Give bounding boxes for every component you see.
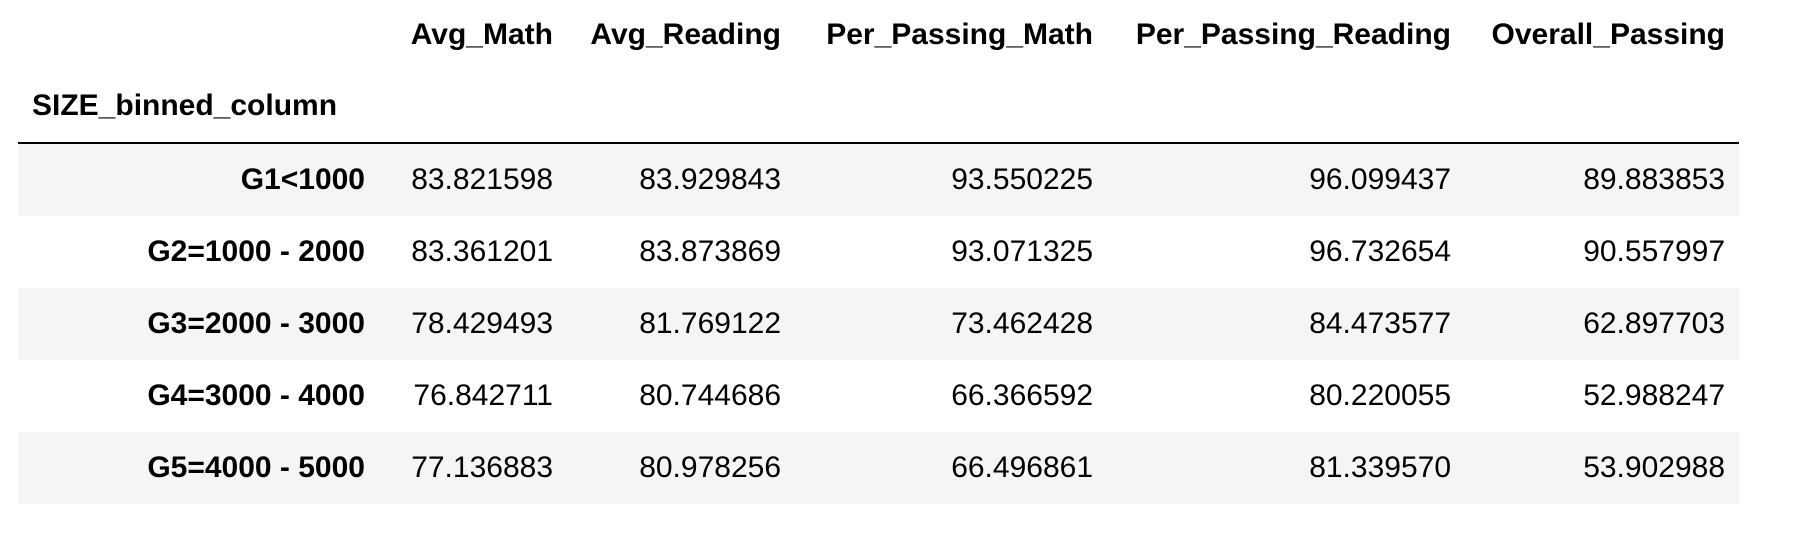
cell-overall-passing: 53.902988 [1583, 451, 1725, 484]
cell-avg-reading: 83.873869 [639, 235, 781, 268]
cell-per-passing-math: 66.496861 [951, 451, 1093, 484]
cell-avg-math: 76.842711 [413, 379, 553, 412]
cell-avg-reading: 81.769122 [639, 307, 781, 340]
cell-per-passing-reading: 96.732654 [1309, 235, 1451, 268]
cell-avg-math: 83.821598 [411, 163, 553, 196]
index-name-blank-cell [1465, 70, 1739, 143]
column-header-per-passing-math: Per_Passing_Math [826, 18, 1093, 51]
index-name-blank-cell [1107, 70, 1465, 143]
table-header: Avg_Math Avg_Reading Per_Passing_Math Pe… [18, 0, 1739, 143]
column-header-per-passing-reading: Per_Passing_Reading [1135, 18, 1451, 51]
index-name-row: SIZE_binned_column [18, 70, 1739, 143]
cell-avg-reading: 80.744686 [639, 379, 781, 412]
cell-per-passing-math: 93.550225 [951, 163, 1093, 196]
dataframe-table: Avg_Math Avg_Reading Per_Passing_Math Pe… [18, 0, 1739, 504]
column-header-overall-passing: Overall_Passing [1491, 18, 1725, 51]
header-blank-cell [18, 0, 379, 70]
row-index-label: G5=4000 - 5000 [147, 451, 365, 484]
table-row: G3=2000 - 3000 78.429493 81.769122 73.46… [18, 288, 1739, 360]
cell-overall-passing: 89.883853 [1583, 163, 1725, 196]
cell-avg-reading: 80.978256 [639, 451, 781, 484]
cell-overall-passing: 62.897703 [1583, 307, 1725, 340]
index-name-blank-cell [795, 70, 1107, 143]
cell-per-passing-math: 66.366592 [951, 379, 1093, 412]
row-index-label: G1<1000 [240, 163, 365, 196]
column-header-avg-reading: Avg_Reading [590, 18, 781, 51]
cell-avg-math: 83.361201 [411, 235, 553, 268]
cell-per-passing-math: 73.462428 [951, 307, 1093, 340]
row-index-label: G3=2000 - 3000 [147, 307, 365, 340]
index-name-blank-cell [379, 70, 567, 143]
table-row: G2=1000 - 2000 83.361201 83.873869 93.07… [18, 216, 1739, 288]
cell-per-passing-reading: 96.099437 [1309, 163, 1451, 196]
row-index-label: G4=3000 - 4000 [147, 379, 365, 412]
index-name-blank-cell [567, 70, 795, 143]
cell-overall-passing: 52.988247 [1583, 379, 1725, 412]
table-row: G4=3000 - 4000 76.842711 80.744686 66.36… [18, 360, 1739, 432]
row-index-label: G2=1000 - 2000 [147, 235, 365, 268]
cell-per-passing-math: 93.071325 [951, 235, 1093, 268]
cell-per-passing-reading: 84.473577 [1309, 307, 1451, 340]
cell-per-passing-reading: 80.220055 [1309, 379, 1451, 412]
table-row: G5=4000 - 5000 77.136883 80.978256 66.49… [18, 432, 1739, 504]
cell-avg-math: 77.136883 [411, 451, 553, 484]
table-row: G1<1000 83.821598 83.929843 93.550225 96… [18, 143, 1739, 216]
cell-overall-passing: 90.557997 [1583, 235, 1725, 268]
cell-avg-math: 78.429493 [411, 307, 553, 340]
index-name-header: SIZE_binned_column [32, 89, 338, 122]
cell-avg-reading: 83.929843 [639, 163, 781, 196]
column-header-avg-math: Avg_Math [410, 18, 553, 51]
column-header-row: Avg_Math Avg_Reading Per_Passing_Math Pe… [18, 0, 1739, 70]
cell-per-passing-reading: 81.339570 [1309, 451, 1451, 484]
dataframe-table-container: Avg_Math Avg_Reading Per_Passing_Math Pe… [18, 0, 1739, 504]
table-body: G1<1000 83.821598 83.929843 93.550225 96… [18, 143, 1739, 504]
